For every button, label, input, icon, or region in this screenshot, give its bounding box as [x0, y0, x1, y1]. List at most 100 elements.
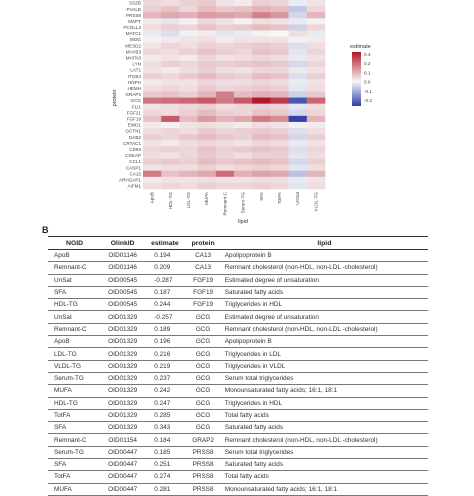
- table-cell: OID01329: [101, 347, 145, 361]
- heatmap-cell: [197, 67, 217, 74]
- heatmap-cell: [215, 152, 235, 159]
- heatmap-cell: [197, 164, 217, 172]
- heatmap-cell: [161, 73, 180, 80]
- heatmap-cell: [143, 24, 162, 31]
- heatmap-cell: [288, 73, 308, 80]
- table-cell: GRAP2: [185, 433, 221, 447]
- heatmap-cell: [288, 48, 308, 56]
- heatmap-cell: [288, 182, 308, 190]
- table-cell: Apolipoprotein B: [220, 335, 428, 349]
- heatmap-cell: [234, 85, 253, 92]
- heatmap-cell: [215, 121, 235, 129]
- heatmap-cell: [252, 67, 271, 74]
- table-row: LDL-TG OID01329 0.216 GCG Triglycerides in L…: [48, 347, 428, 361]
- table-row: MUFA OID01329 0.242 GCG Monounsaturated fatt…: [48, 384, 428, 398]
- heatmap-cell: [215, 79, 235, 86]
- heatmap-cell: [288, 152, 308, 159]
- heatmap-cell: [288, 18, 308, 25]
- x-tick-label: Serum-TG: [241, 192, 246, 214]
- table-cell: Remnant-C: [48, 433, 102, 447]
- heatmap-cell: [215, 67, 235, 74]
- table-cell: Serum-TG: [48, 446, 102, 460]
- heatmap-cell: [215, 140, 235, 147]
- heatmap-cell: [234, 79, 253, 86]
- table-cell: GCG: [185, 347, 221, 361]
- heatmap-cell: [215, 42, 235, 50]
- heatmap-cell: [270, 146, 289, 153]
- y-tick-label: MAPT: [128, 19, 141, 24]
- legend-tick-label: -0.1: [364, 89, 372, 94]
- table-cell: 0.343: [144, 421, 186, 435]
- y-tick-label: MATC1: [126, 31, 142, 36]
- y-tick-label: PCOLL2: [123, 25, 141, 30]
- heatmap-cell: [197, 103, 217, 111]
- heatmap-cell: [252, 60, 271, 68]
- heatmap-cell: [143, 97, 162, 104]
- heatmap-cell: [234, 182, 253, 190]
- heatmap-cell: [143, 18, 162, 25]
- heatmap-cell: [197, 121, 217, 129]
- heatmap-cell: [234, 12, 253, 19]
- heatmap-cell: [270, 36, 289, 43]
- table-row: TotFA OID01329 0.285 GCG Total fatty acids: [48, 409, 428, 423]
- heatmap-cell: [252, 170, 271, 178]
- y-tick-label: FGF19: [127, 116, 142, 121]
- y-tick-label: GCG: [131, 98, 142, 103]
- heatmap-cell: [288, 60, 308, 68]
- table-row: Remnant-C OID01329 0.189 GCG Remnant cholest…: [48, 323, 428, 337]
- x-tick-label: TotFA: [277, 191, 282, 204]
- heatmap-cell: [179, 128, 198, 135]
- heatmap-cell: [161, 79, 180, 86]
- heatmap-cell: [143, 164, 162, 172]
- table-cell: 0.194: [144, 249, 186, 263]
- heatmap-cell: [197, 146, 217, 153]
- heatmap-cell: [234, 146, 253, 153]
- heatmap-cell: [215, 36, 235, 43]
- table-cell: OID00545: [101, 286, 145, 300]
- heatmap-cell: [161, 30, 180, 37]
- heatmap-cell: [306, 170, 326, 178]
- table-cell: 0.247: [144, 397, 186, 410]
- heatmap-cell: [234, 134, 253, 141]
- table-row: SFA OID01329 0.343 GCG Saturated fatty acids: [48, 421, 428, 435]
- table-cell: CA13: [185, 249, 221, 263]
- table-cell: Total fatty acids: [220, 470, 428, 484]
- heatmap-cell: [252, 164, 271, 172]
- heatmap-cell: [197, 60, 217, 68]
- heatmap-cell: [197, 6, 217, 13]
- y-tick-label: GRAP2: [125, 92, 141, 97]
- heatmap-cell: [179, 146, 198, 153]
- heatmap-cell: [179, 18, 198, 25]
- heatmap-cell: [143, 85, 162, 92]
- heatmap-cell: [252, 85, 271, 92]
- table-cell: OID01329: [101, 384, 145, 398]
- heatmap-cell: [197, 18, 217, 25]
- heatmap-cell: [288, 97, 308, 104]
- heatmap-cell: [270, 91, 289, 98]
- heatmap-cell: [161, 109, 180, 117]
- table-cell: OID00447: [101, 470, 145, 484]
- heatmap-cell: [215, 158, 235, 165]
- table-cell: OID01329: [101, 397, 145, 410]
- table-cell: FGF19: [185, 298, 221, 312]
- heatmap-cell: [252, 146, 271, 153]
- heatmap-cell: [306, 91, 326, 98]
- heatmap-cell: [197, 158, 217, 165]
- heatmap-cell: [161, 146, 180, 153]
- y-tick-labels: SSZBPVALBPRSS8MAPTPCOLL2MATC1MOGMESD2MAY…: [119, 1, 141, 189]
- heatmap-cell: [234, 115, 253, 123]
- heatmap-cell: [252, 182, 271, 190]
- table-row: Serum-TG OID01329 0.237 GCG Serum total trig…: [48, 372, 428, 386]
- table-cell: MUFA: [48, 384, 102, 398]
- heatmap-cell: [179, 85, 198, 92]
- heatmap-cell: [161, 48, 180, 56]
- heatmap-cell: [306, 60, 326, 68]
- heatmap-cell: [270, 79, 289, 86]
- table-cell: Triglycerides in VLDL: [220, 360, 428, 373]
- heatmap-cell: [215, 12, 235, 19]
- heatmap-cell: [143, 0, 162, 7]
- heatmap-cell: [270, 164, 289, 172]
- y-tick-label: SSZB: [129, 1, 141, 6]
- table-row: HDL-TG OID01329 0.247 GCG Triglycerides in H…: [48, 397, 428, 410]
- table-cell: HDL-TG: [48, 397, 102, 410]
